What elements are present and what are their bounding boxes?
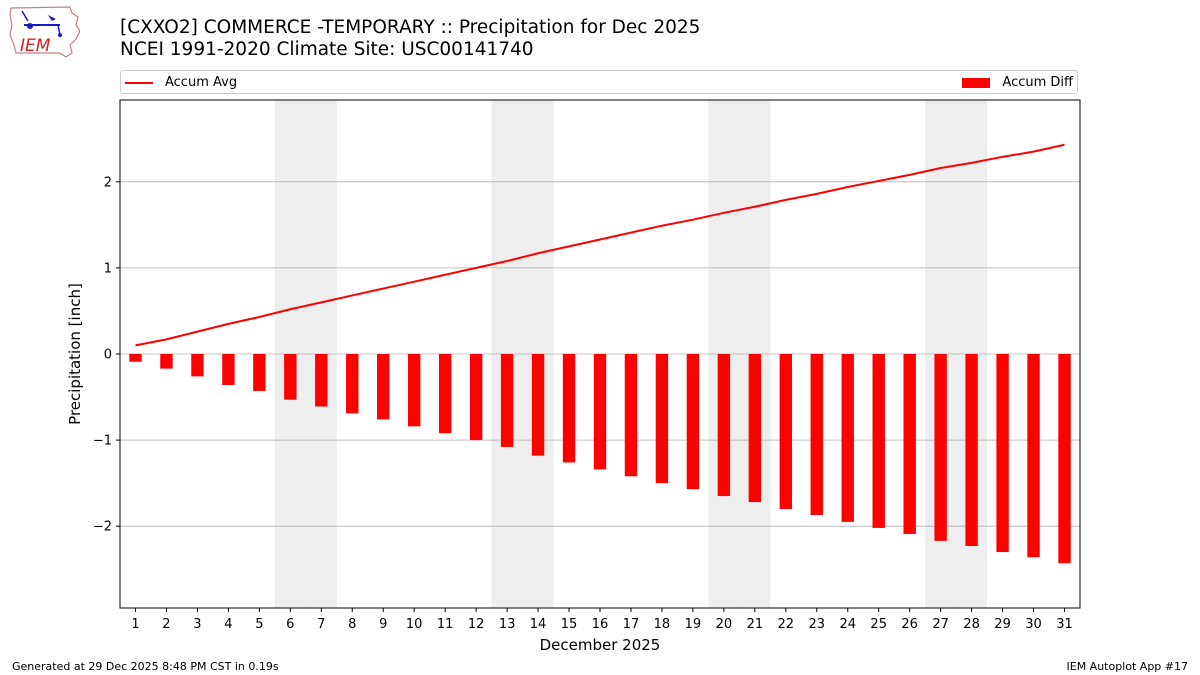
x-tick-label: 1 [131,617,139,632]
legend-label-accum-diff: Accum Diff [1002,75,1073,90]
x-tick-label: 15 [561,617,578,632]
accum-avg-line [135,143,1065,347]
x-tick-label: 23 [809,617,826,632]
accum-diff-bar [531,354,545,456]
x-tick-label: 25 [870,617,887,632]
x-tick-label: 19 [685,617,702,632]
accum-diff-bar [1058,354,1071,564]
iem-logo: IEM [8,5,81,59]
x-tick-label: 16 [592,617,609,632]
accum-diff-bar [315,354,328,407]
chart-title: [CXXO2] COMMERCE -TEMPORARY :: Precipita… [120,17,700,61]
x-tick-label: 22 [778,617,795,632]
chart-legend: Accum Avg Accum Diff [120,70,1078,94]
x-tick-label: 5 [255,617,263,632]
accum-diff-bar [500,354,514,447]
accum-diff-bar [655,354,669,484]
accum-diff-bar [438,354,452,434]
x-tick-label: 11 [437,617,454,632]
accum-diff-bar [996,354,1009,553]
x-tick-label: 24 [839,617,856,632]
accum-diff-bar [222,354,235,385]
x-tick-label: 30 [1025,617,1042,632]
x-axis-ticks: 1 2 3 4 5 6 7 8 9 10 11 12 13 14 15 16 17 18 19 20 21 22 23 24 2… [131,608,1073,632]
x-tick-label: 3 [193,617,201,632]
y-axis-label: Precipitation [inch] [66,283,84,425]
y-tick-label: 0 [104,348,112,363]
x-tick-label: 4 [224,617,232,632]
accum-diff-bar [253,354,266,392]
accum-diff-bar [779,354,792,509]
y-tick-label: 2 [104,175,112,190]
x-tick-label: 6 [286,617,294,632]
x-tick-label: 13 [499,617,516,632]
footer-app: IEM Autoplot App #17 [1066,660,1189,673]
accum-diff-bar [717,354,731,497]
y-tick-label: 1 [104,261,112,276]
y-tick-label: −2 [93,520,112,535]
x-tick-label: 21 [747,617,764,632]
x-tick-label: 20 [716,617,733,632]
accum-diff-bar [748,354,762,503]
footer-generated: Generated at 29 Dec 2025 8:48 PM CST in … [12,660,279,673]
accum-diff-bar [129,354,142,362]
legend-label-accum-avg: Accum Avg [165,75,238,90]
title-line-1: [CXXO2] COMMERCE -TEMPORARY :: Precipita… [120,17,701,38]
x-tick-label: 31 [1056,617,1073,632]
x-tick-label: 26 [901,617,918,632]
x-tick-label: 14 [530,617,547,632]
y-tick-label: −1 [93,434,112,449]
legend-item-accum-avg: Accum Avg [125,74,237,91]
accum-diff-bar [469,354,483,441]
accum-diff-bar [965,354,978,547]
accum-diff-bars [129,354,1071,564]
x-tick-label: 10 [406,617,423,632]
x-tick-label: 28 [963,617,980,632]
accum-diff-bar [1027,354,1040,558]
x-tick-label: 8 [348,617,356,632]
accum-diff-bar [593,354,607,470]
accum-diff-bar [841,354,854,522]
svg-text:IEM: IEM [20,36,51,56]
x-axis-label: December 2025 [540,636,661,654]
legend-item-accum-diff: Accum Diff [962,74,1073,91]
x-tick-label: 27 [932,617,949,632]
x-tick-label: 9 [379,617,387,632]
accum-diff-bar [903,354,916,534]
accum-diff-bar [284,354,297,400]
accum-diff-bar [810,354,823,516]
x-tick-label: 7 [317,617,325,632]
legend-line-swatch [125,81,153,84]
x-tick-label: 18 [654,617,671,632]
x-tick-label: 29 [994,617,1011,632]
x-tick-label: 2 [162,617,170,632]
y-axis-ticks: −2 −1 0 1 2 [93,175,120,535]
accum-diff-bar [562,354,576,463]
accum-diff-bar [160,354,173,369]
accum-diff-bar [191,354,204,377]
accum-diff-bar [346,354,359,414]
accum-diff-bar [408,354,421,427]
accum-diff-bar [624,354,638,477]
accum-diff-bar [686,354,700,490]
x-tick-label: 17 [623,617,640,632]
accum-diff-bar [377,354,390,420]
accum-diff-bar [934,354,947,541]
accum-diff-bar [872,354,885,528]
accum-avg-line-group [135,143,1065,347]
x-tick-label: 12 [468,617,485,632]
legend-bar-swatch [962,77,991,88]
title-line-2: NCEI 1991-2020 Climate Site: USC00141740 [120,39,534,60]
